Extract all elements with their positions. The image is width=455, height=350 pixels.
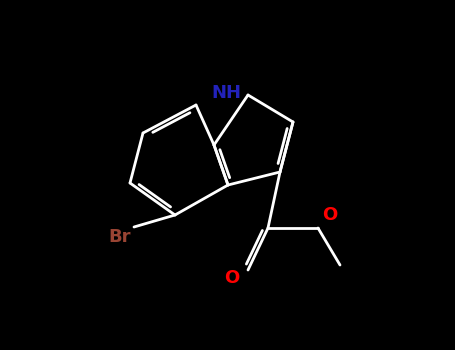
Text: Br: Br — [109, 228, 131, 246]
Text: O: O — [323, 206, 338, 224]
Text: NH: NH — [211, 84, 241, 102]
Text: O: O — [224, 269, 240, 287]
